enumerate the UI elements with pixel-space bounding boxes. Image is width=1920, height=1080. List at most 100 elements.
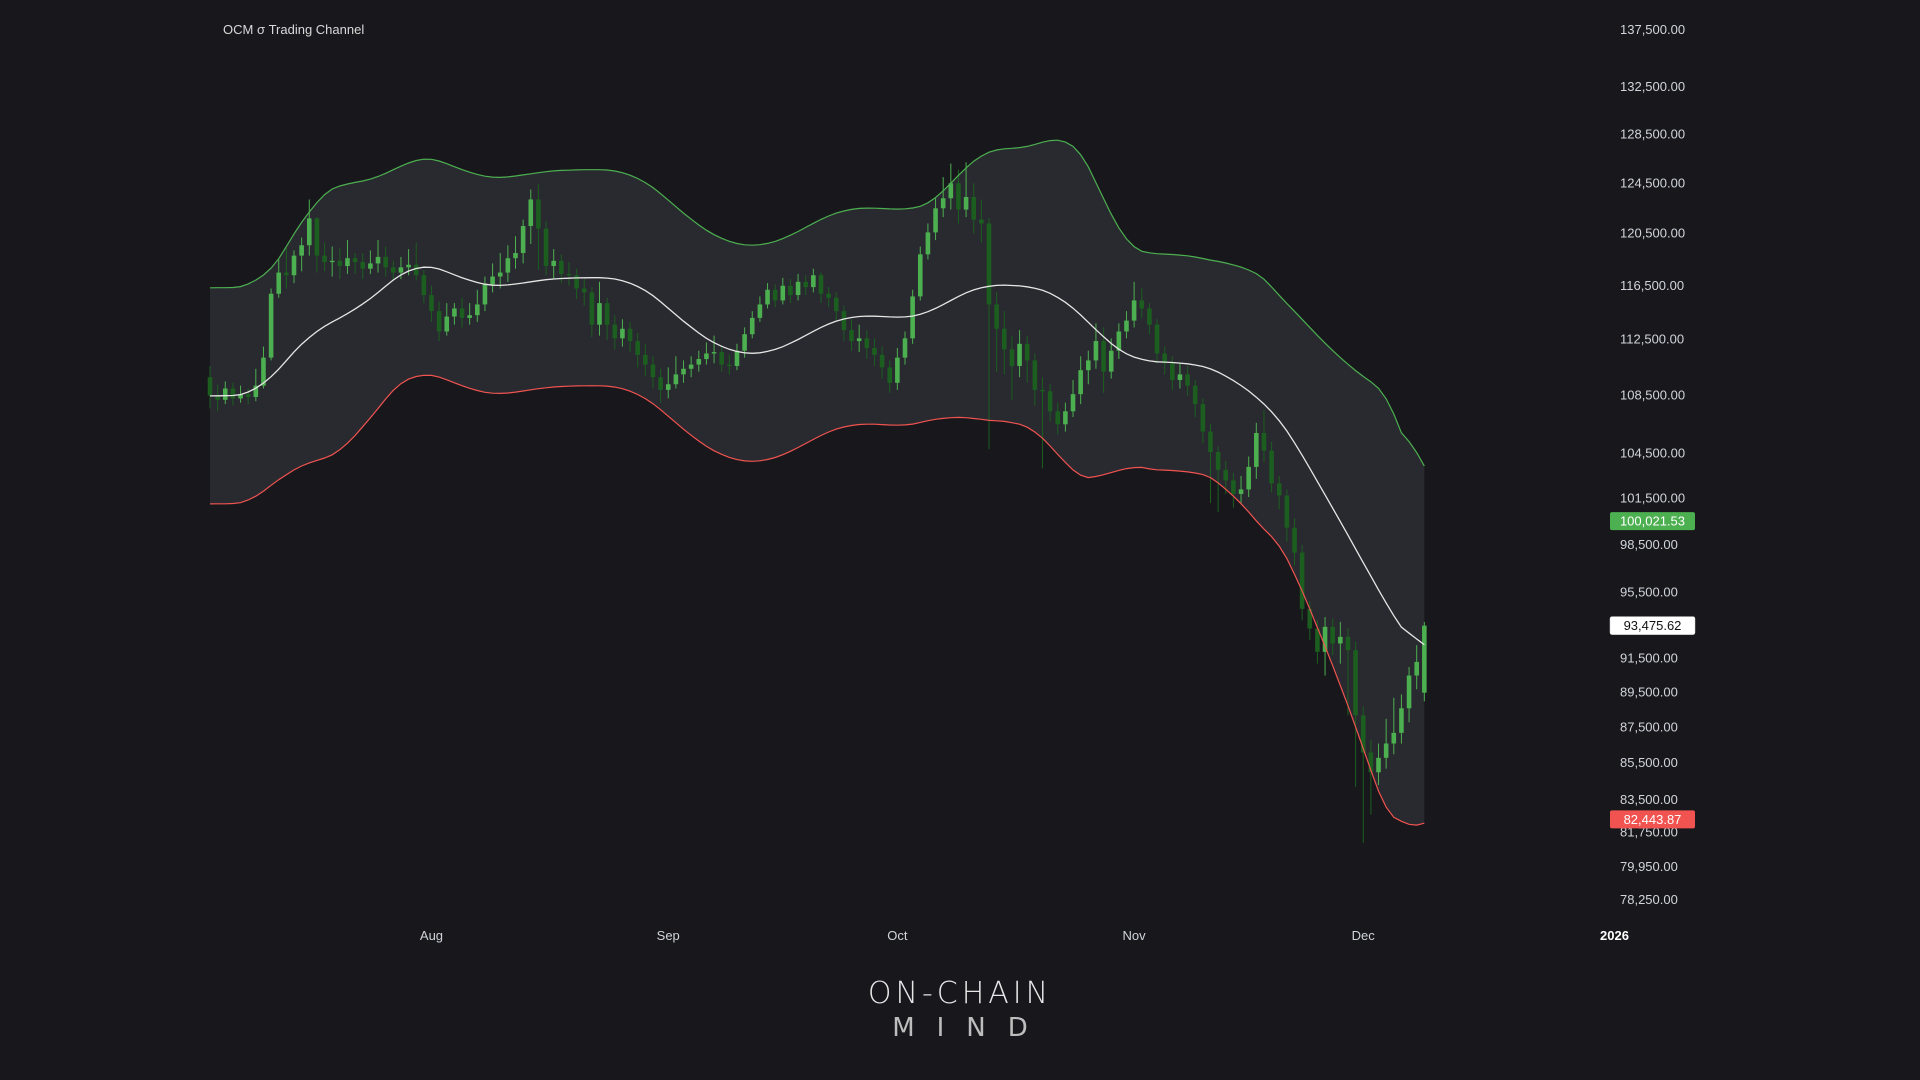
x-axis: Aug Sep Oct Nov Dec 2026 [420,928,1629,943]
candle-body [551,260,556,267]
candle [1299,544,1305,621]
candle-body [1001,328,1007,350]
candle-body [1124,320,1129,332]
candle-body [1147,308,1152,325]
candle-body [306,218,312,246]
candle-body [658,377,663,390]
logo-line-2: MIND [892,1013,1050,1043]
candle-body [681,368,686,375]
candle-body [559,260,564,274]
candle-body [925,232,931,255]
candle [1017,330,1022,378]
candle [1422,621,1427,702]
candle-body [1131,300,1137,321]
candle [879,346,885,379]
candle-body [1215,452,1221,470]
candle-body [1368,752,1374,773]
candle-body [1307,608,1313,629]
candle-body [1024,343,1030,361]
candle [1414,645,1419,690]
lower-price-label: 82,443.87 [1610,810,1695,829]
candle [956,169,961,224]
candle [1345,628,1351,716]
candle [895,347,900,390]
candle-body [1047,391,1053,412]
candle-body [444,316,450,332]
candle [1009,335,1015,400]
candle-body [757,304,763,318]
candle-body [1360,715,1366,753]
candle [1078,356,1083,405]
candle [1131,281,1137,328]
candle-body [459,308,465,318]
candle-body [902,338,908,358]
candle-body [497,272,503,277]
candle-body [742,334,747,351]
candle [352,253,358,274]
candle-body [1086,360,1091,371]
candle [933,198,938,241]
candle [1292,518,1297,566]
candle-body [833,297,839,312]
candle [681,360,686,383]
candle-body [1406,675,1412,709]
candle-body [765,289,770,305]
candle-body [1208,431,1213,453]
candle [268,288,274,361]
candle-body [1391,732,1397,744]
candle-body [986,223,992,305]
candle [803,275,809,296]
x-tick-label: Aug [420,928,443,943]
candle [1208,424,1213,504]
candle [391,260,396,281]
candle-body [314,218,320,256]
candle-body [520,226,526,254]
candle-body [268,293,274,358]
candle-body [1040,389,1045,392]
y-tick-label: 101,500.00 [1620,491,1685,506]
candle-body [299,245,304,256]
candle-body [887,367,893,383]
candle-body [215,395,220,400]
candle [497,253,503,289]
candle-body [643,354,648,365]
candle-body [811,275,816,288]
candle-body [337,260,343,267]
candle-body [360,262,366,269]
candle-body [1399,708,1404,733]
candle-body [505,258,511,273]
candle-body [1292,527,1297,553]
candle [1185,365,1190,396]
candle [1070,380,1076,418]
candle-body [253,385,259,397]
candle [375,240,381,273]
y-tick-label: 98,500.00 [1620,537,1678,552]
candle-body [872,347,877,355]
y-tick-label: 124,500.00 [1620,175,1685,190]
candle-body [727,364,732,366]
y-tick-label: 78,250.00 [1620,892,1678,907]
candle [306,199,312,256]
candle-body [940,198,946,209]
candle [1231,472,1236,508]
price-labels: 100,021.53 93,475.62 82,443.87 [1609,512,1696,829]
candle-body [994,304,999,329]
candle [1108,338,1114,379]
candle [1047,384,1053,422]
candle [482,276,488,312]
candle [1353,641,1358,787]
candle [620,319,625,347]
y-tick-label: 132,500.00 [1620,79,1685,94]
candle-body [627,328,633,342]
candle-body [513,253,518,259]
candle-body [1017,343,1022,366]
candle [917,246,923,301]
candle-body [673,374,679,385]
x-tick-label: Sep [657,928,680,943]
candle-body [375,256,381,264]
candle [1307,600,1313,641]
y-tick-label: 104,500.00 [1620,446,1685,461]
candle-body [1261,433,1267,451]
candle [215,384,220,412]
